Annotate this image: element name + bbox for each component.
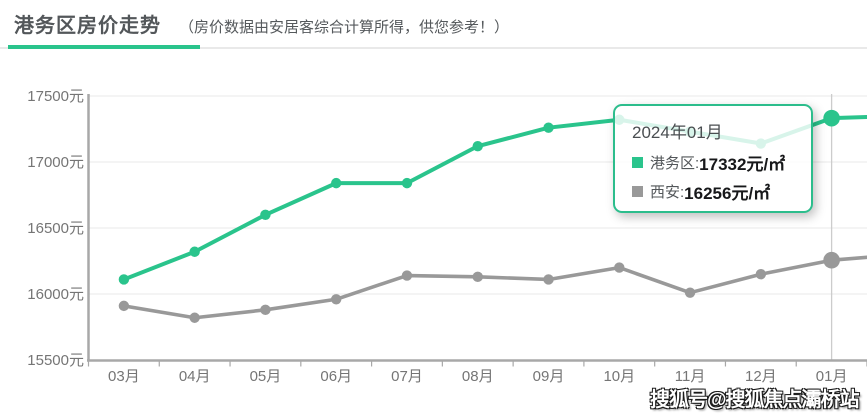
title-underline-accent	[8, 45, 200, 49]
gangwuqu-point-0[interactable]	[118, 274, 130, 285]
header-divider	[0, 47, 867, 49]
xian-point-7[interactable]	[614, 262, 625, 273]
gangwuqu-point-6[interactable]	[543, 122, 554, 133]
x-axis-label: 11月	[675, 368, 706, 385]
y-axis-label: 16500元	[27, 220, 84, 237]
x-axis-label: 07月	[391, 368, 423, 385]
sohu-watermark: 搜狐号@搜狐焦点灞桥站	[650, 389, 860, 411]
tooltip-row-xian: 西安: 16256元/㎡	[632, 177, 811, 206]
x-axis-label: 08月	[462, 368, 494, 385]
xian-point-9[interactable]	[755, 269, 767, 280]
x-axis-label: 09月	[533, 368, 565, 385]
chart-tooltip: 2024年01月 港务区: 17332元/㎡ 西安: 16256元/㎡	[613, 104, 813, 213]
xian-point-1[interactable]	[189, 312, 200, 323]
tooltip-value-xian: 16256元/㎡	[684, 184, 771, 203]
y-axis-label: 17000元	[27, 154, 84, 171]
x-axis-label: 03月	[108, 368, 140, 385]
xian-point-6[interactable]	[543, 274, 554, 285]
x-axis-label: 10月	[603, 368, 635, 385]
x-axis-label: 05月	[250, 368, 282, 385]
xian-series-line[interactable]	[123, 254, 867, 320]
gangwuqu-point-10[interactable]	[823, 109, 840, 127]
x-axis-label: 12月	[745, 368, 777, 385]
page-title: 港务区房价走势	[14, 15, 161, 37]
tooltip-row-gangwuqu: 港务区: 17332元/㎡	[632, 148, 811, 177]
xian-series-marker-icon	[632, 186, 643, 197]
xian-point-8[interactable]	[684, 287, 696, 298]
y-axis-label: 17500元	[27, 88, 84, 105]
gangwuqu-point-2[interactable]	[260, 209, 271, 220]
xian-point-5[interactable]	[472, 271, 483, 283]
y-axis-label: 15500元	[27, 352, 84, 369]
x-axis-label: 06月	[320, 368, 352, 385]
xian-point-4[interactable]	[401, 270, 413, 281]
gangwuqu-point-5[interactable]	[472, 140, 483, 152]
tooltip-label-xian: 西安:	[650, 184, 685, 201]
tooltip-value-gangwuqu: 17332元/㎡	[699, 155, 786, 174]
gangwuqu-point-1[interactable]	[189, 246, 200, 257]
gangwuqu-series-marker-icon	[632, 157, 643, 168]
tooltip-label-gangwuqu: 港务区:	[650, 155, 700, 172]
x-axis-label: 04月	[179, 368, 211, 385]
xian-point-10[interactable]	[823, 251, 840, 269]
chart-header: 港务区房价走势 （房价数据由安居客综合计算所得，供您参考！）	[14, 9, 509, 38]
tooltip-date: 2024年01月	[632, 123, 723, 142]
xian-point-0[interactable]	[118, 300, 130, 312]
xian-point-2[interactable]	[260, 304, 271, 316]
gangwuqu-point-4[interactable]	[401, 177, 413, 189]
xian-point-3[interactable]	[331, 294, 342, 305]
gangwuqu-point-3[interactable]	[331, 177, 342, 189]
x-axis-label: 01月	[816, 368, 848, 385]
page-subtitle: （房价数据由安居客综合计算所得，供您参考！）	[179, 19, 510, 36]
y-axis-label: 16000元	[27, 286, 84, 303]
